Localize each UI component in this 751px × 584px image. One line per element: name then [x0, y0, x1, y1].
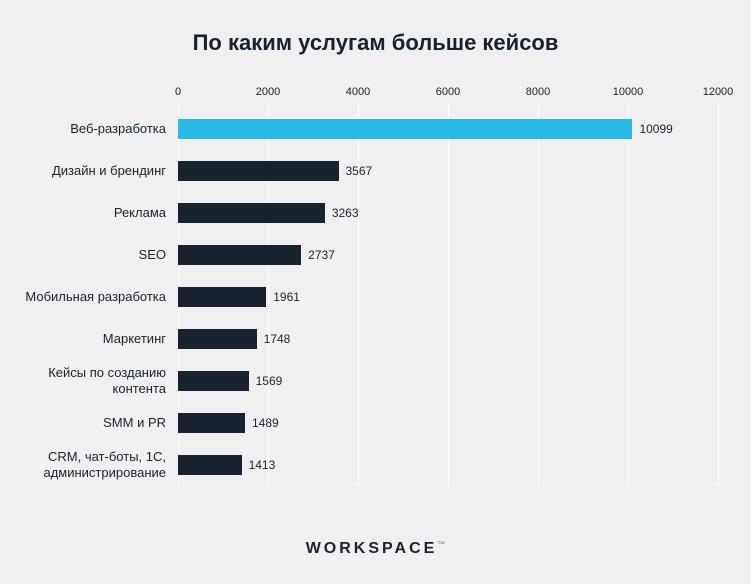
gridline: [718, 104, 719, 486]
bar: [178, 455, 242, 475]
workspace-logo-text: WORKSPACE: [305, 540, 438, 557]
category-label: SMM и PR: [103, 414, 166, 430]
bar-row: 1413: [178, 444, 718, 486]
category-label: Кейсы по созданию контента: [48, 364, 166, 396]
value-label: 1569: [255, 374, 283, 388]
category-label: Реклама: [113, 204, 166, 220]
bar-row: 1748: [178, 318, 718, 360]
gridline: [268, 104, 269, 486]
axis-tick-label: 4000: [345, 86, 371, 98]
axis-tick-label: 0: [174, 86, 182, 98]
value-label: 3263: [331, 206, 359, 220]
category-labels: Веб-разработка Дизайн и брендинг Реклама SE…: [8, 108, 178, 486]
value-label: 1748: [263, 332, 291, 346]
value-label: 3567: [345, 164, 373, 178]
bar-row: 2737: [178, 234, 718, 276]
category-label: Мобильная разработка: [25, 288, 166, 304]
trademark-symbol: ™: [437, 540, 446, 549]
value-label: 1413: [248, 458, 276, 472]
gridline: [358, 104, 359, 486]
x-axis: 0 2000 4000 6000 8000 10000 12000: [8, 86, 733, 100]
value-label: 10099: [639, 122, 673, 136]
x-axis-ticks: 0 2000 4000 6000 8000 10000 12000: [174, 86, 733, 100]
workspace-logo: WORKSPACE™: [0, 540, 751, 558]
axis-tick-label: 10000: [612, 86, 644, 98]
value-label: 1489: [252, 416, 279, 430]
category-label: CRM, чат-боты, 1С, администрирование: [43, 448, 166, 480]
category-label: Маркетинг: [102, 330, 166, 346]
axis-tick-label: 12000: [702, 86, 734, 98]
axis-tick-label: 6000: [435, 86, 461, 98]
bar: [178, 161, 339, 181]
bar-row: 1961: [178, 276, 718, 318]
axis-spacer: [8, 86, 178, 100]
category-label: Дизайн и брендинг: [51, 162, 166, 178]
bar-row: 1489: [178, 402, 718, 444]
chart-body: Веб-разработка Дизайн и брендинг Реклама SE…: [8, 104, 719, 486]
axis-tick-label: 8000: [525, 86, 551, 98]
bar: [178, 119, 633, 139]
category-label: SEO: [138, 246, 166, 262]
gridline: [538, 104, 539, 486]
bar: [178, 245, 302, 265]
value-label: 1961: [273, 290, 300, 304]
bar-row: 3567: [178, 150, 718, 192]
category-label: Веб-разработка: [70, 120, 166, 136]
gridline: [628, 104, 629, 486]
chart-title: По каким услугам больше кейсов: [192, 30, 559, 55]
bar-chart: 0 2000 4000 6000 8000 10000 12000 Веб-разработ…: [8, 86, 733, 486]
plot-area: 10099 3567 3263 2737 1961 1748 1569 1489 1413: [178, 104, 719, 486]
bar: [178, 287, 267, 307]
bar: [178, 413, 245, 433]
bar: [178, 203, 325, 223]
bar: [178, 371, 249, 391]
bar-rows: 10099 3567 3263 2737 1961 1748 1569 1489 1413: [178, 108, 718, 486]
axis-tick-label: 2000: [255, 86, 281, 98]
value-label: 2737: [308, 248, 335, 262]
gridline: [448, 104, 449, 486]
bar-row: 10099: [178, 108, 718, 150]
bar-row: 3263: [178, 192, 718, 234]
bar-row: 1569: [178, 360, 718, 402]
bar: [178, 329, 257, 349]
